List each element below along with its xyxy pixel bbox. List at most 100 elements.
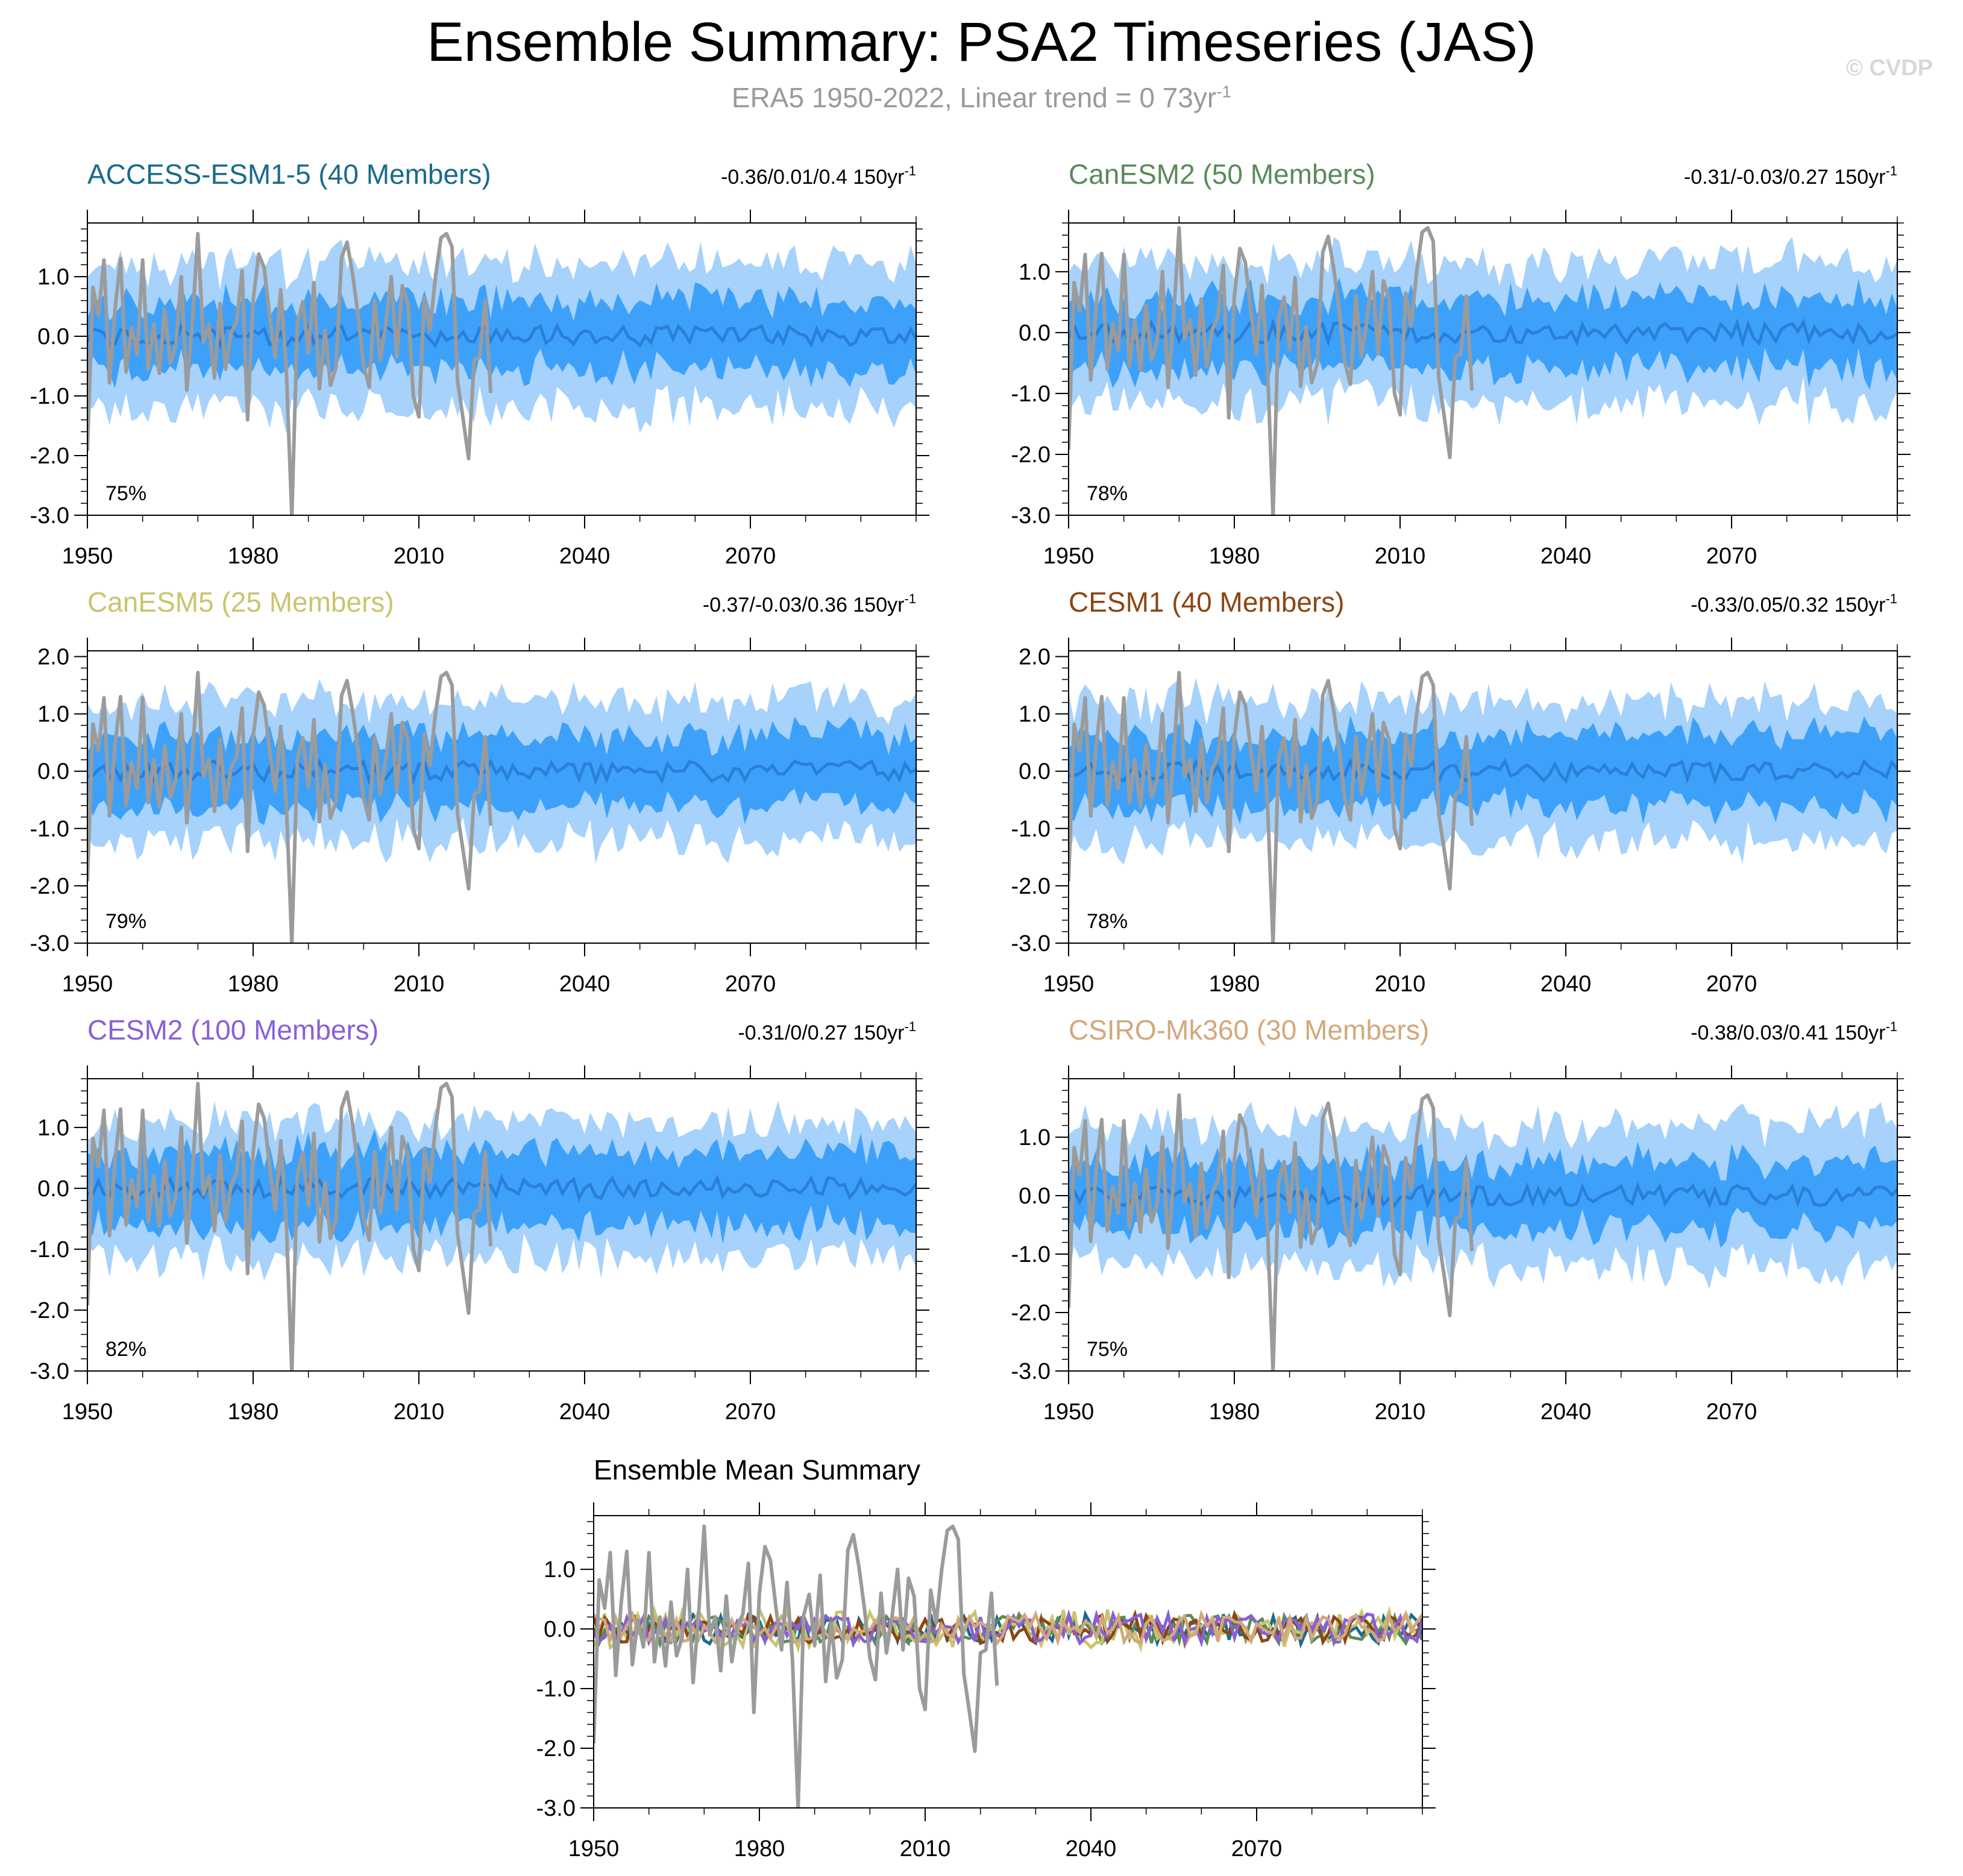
- panel-canesm5: CanESM5 (25 Members) -0.37/-0.03/0.36 150…: [30, 586, 929, 997]
- obs-line: [1069, 671, 1474, 943]
- plot-area: [594, 1524, 1422, 1808]
- percent-label: 78%: [1087, 910, 1128, 933]
- panel-canesm2: CanESM2 (50 Members) -0.31/-0.03/0.27 150…: [1011, 158, 1911, 569]
- trend-label: -0.36/0.01/0.4 150yr-1: [721, 163, 916, 189]
- y-tick-label: -1.0: [536, 1677, 576, 1702]
- trend-label: -0.37/-0.03/0.36 150yr-1: [703, 591, 916, 616]
- panel-cesm2: CESM2 (100 Members) -0.31/0/0.27 150yr-1 1…: [30, 1014, 929, 1425]
- x-tick-label: 2040: [559, 1399, 611, 1425]
- x-tick-label: 1980: [734, 1836, 785, 1862]
- percent-label: 82%: [105, 1338, 146, 1361]
- figure-title: Ensemble Summary: PSA2 Timeseries (JAS): [427, 11, 1536, 73]
- y-tick-label: -2.0: [536, 1736, 576, 1761]
- y-tick-label: 2.0: [37, 645, 69, 670]
- y-tick-label: -3.0: [1011, 503, 1051, 529]
- plot-area: [1069, 226, 1897, 515]
- trend-exponent: -1: [904, 1019, 916, 1034]
- x-tick-label: 2040: [1541, 971, 1592, 997]
- panel-title: CanESM2 (50 Members): [1069, 158, 1375, 190]
- x-tick-label: 2070: [725, 971, 776, 997]
- y-tick-label: -3.0: [1011, 931, 1051, 956]
- y-tick-label: -2.0: [30, 874, 69, 899]
- plot-area: [1069, 1093, 1897, 1371]
- obs-line: [1069, 1093, 1474, 1371]
- x-tick-label: 1950: [62, 544, 113, 569]
- obs-line: [87, 1082, 493, 1371]
- x-tick-label: 2010: [394, 1399, 445, 1425]
- x-tick-label: 2010: [1375, 971, 1426, 997]
- obs-line: [594, 1524, 999, 1808]
- x-tick-label: 2040: [559, 971, 611, 997]
- y-tick-label: 2.0: [1019, 645, 1051, 670]
- model-mean-line: [594, 1610, 1422, 1649]
- y-tick-label: -1.0: [30, 384, 69, 409]
- panel-title: Ensemble Mean Summary: [594, 1454, 920, 1485]
- trend-exponent: -1: [1885, 1019, 1897, 1034]
- y-tick-label: 0.0: [1019, 1184, 1051, 1209]
- x-tick-label: 2070: [1706, 1399, 1757, 1425]
- subtitle-exponent: -1: [1216, 82, 1232, 101]
- x-tick-label: 1950: [1043, 971, 1095, 997]
- model-mean-line: [594, 1608, 1422, 1648]
- x-tick-label: 1980: [1209, 544, 1260, 569]
- trend-exponent: -1: [1885, 163, 1897, 178]
- percent-label: 79%: [105, 910, 146, 933]
- trend-value: -0.33/0.05/0.32 150yr: [1691, 594, 1885, 616]
- trend-label: -0.31/-0.03/0.27 150yr-1: [1684, 163, 1897, 189]
- obs-line: [87, 231, 493, 515]
- trend-value: -0.31/0/0.27 150yr: [738, 1021, 904, 1044]
- y-tick-label: -3.0: [30, 931, 69, 956]
- y-tick-label: -1.0: [30, 817, 69, 842]
- trend-value: -0.37/-0.03/0.36 150yr: [703, 594, 905, 616]
- x-tick-label: 1980: [228, 1399, 279, 1425]
- y-tick-label: 1.0: [544, 1557, 576, 1583]
- y-tick-label: 0.0: [37, 324, 69, 350]
- panel-cesm1: CESM1 (40 Members) -0.33/0.05/0.32 150yr-…: [1011, 586, 1911, 997]
- figure-subtitle: ERA5 1950-2022, Linear trend = 0 73yr-1: [0, 81, 1963, 114]
- y-tick-label: -3.0: [536, 1796, 576, 1821]
- x-tick-label: 2070: [1706, 544, 1757, 569]
- panel-title: CSIRO-Mk360 (30 Members): [1069, 1014, 1429, 1046]
- plot-area: [87, 671, 916, 943]
- plot-area: [87, 1082, 916, 1371]
- trend-label: -0.38/0.03/0.41 150yr-1: [1691, 1019, 1897, 1044]
- x-tick-label: 1950: [1043, 1399, 1095, 1425]
- ensemble-mean-line: [87, 322, 916, 350]
- trend-label: -0.33/0.05/0.32 150yr-1: [1691, 591, 1897, 616]
- panel-title: ACCESS-ESM1-5 (40 Members): [87, 158, 491, 190]
- cvdp-watermark: © CVDP: [1845, 55, 1933, 81]
- y-tick-label: -2.0: [1011, 442, 1051, 468]
- x-tick-label: 2070: [725, 1399, 776, 1425]
- x-tick-label: 2040: [1541, 544, 1592, 569]
- trend-exponent: -1: [904, 163, 916, 178]
- y-tick-label: 0.0: [37, 759, 69, 785]
- ensemble-mean-line: [1069, 757, 1897, 785]
- y-tick-label: -1.0: [1011, 1242, 1051, 1267]
- trend-value: -0.36/0.01/0.4 150yr: [721, 166, 904, 189]
- trend-label: -0.31/0/0.27 150yr-1: [738, 1019, 916, 1044]
- trend-value: -0.31/-0.03/0.27 150yr: [1684, 166, 1886, 189]
- y-tick-label: 0.0: [544, 1617, 576, 1642]
- y-tick-label: 1.0: [37, 1115, 69, 1141]
- percent-label: 75%: [1087, 1338, 1128, 1361]
- x-tick-label: 2010: [394, 971, 445, 997]
- x-tick-label: 2070: [1706, 971, 1757, 997]
- x-tick-label: 1950: [62, 1399, 113, 1425]
- x-tick-label: 2010: [1375, 1399, 1426, 1425]
- plot-frame: [87, 222, 917, 516]
- y-tick-label: -2.0: [1011, 874, 1051, 899]
- trend-exponent: -1: [1885, 591, 1897, 606]
- y-tick-label: -3.0: [30, 1359, 69, 1384]
- y-tick-label: -2.0: [30, 1298, 69, 1323]
- x-tick-label: 1950: [568, 1836, 620, 1862]
- panel-title: CESM1 (40 Members): [1069, 586, 1345, 618]
- trend-exponent: -1: [904, 591, 916, 606]
- ensemble-mean-line: [87, 758, 916, 786]
- x-tick-label: 2010: [1375, 544, 1426, 569]
- percent-label: 78%: [1087, 482, 1128, 505]
- x-tick-label: 2070: [1231, 1836, 1283, 1862]
- x-tick-label: 1980: [228, 544, 279, 569]
- plot-frame: [1068, 650, 1898, 944]
- ensemble-mean-line: [1069, 318, 1897, 348]
- x-tick-label: 2040: [1541, 1399, 1592, 1425]
